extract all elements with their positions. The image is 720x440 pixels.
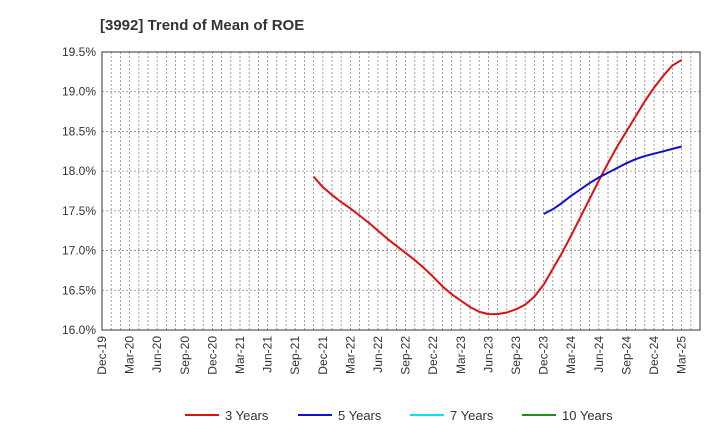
y-tick-label: 18.5% xyxy=(62,124,96,138)
y-tick-label: 16.5% xyxy=(62,283,96,297)
legend: 3 Years 5 Years 7 Years 10 Years xyxy=(185,408,613,423)
x-tick-label: Jun-23 xyxy=(481,336,495,373)
x-tick-label: Sep-24 xyxy=(619,336,633,375)
legend-label: 3 Years xyxy=(225,408,269,423)
y-tick-label: 19.0% xyxy=(62,85,96,99)
x-tick-label: Sep-21 xyxy=(288,336,302,375)
x-tick-label: Jun-24 xyxy=(592,336,606,373)
series-lines xyxy=(312,59,683,316)
x-tick-label: Mar-20 xyxy=(123,336,137,374)
y-tick-label: 17.5% xyxy=(62,204,96,218)
legend-label: 5 Years xyxy=(338,408,382,423)
y-tick-label: 17.0% xyxy=(62,244,96,258)
x-tick-label: Mar-21 xyxy=(233,336,247,374)
x-tick-label: Dec-22 xyxy=(426,336,440,375)
y-axis-tick-labels: 16.0% 16.5% 17.0% 17.5% 18.0% 18.5% 19.0% 19.5% xyxy=(62,45,96,337)
x-tick-label: Jun-20 xyxy=(150,336,164,373)
legend-label: 7 Years xyxy=(450,408,494,423)
x-tick-label: Mar-24 xyxy=(564,336,578,374)
x-tick-label: Sep-23 xyxy=(509,336,523,375)
x-tick-label: Dec-23 xyxy=(537,336,551,375)
grid xyxy=(101,51,701,331)
plot-area xyxy=(102,52,700,330)
x-tick-label: Dec-21 xyxy=(316,336,330,375)
x-tick-label: Sep-22 xyxy=(399,336,413,375)
x-tick-label: Dec-24 xyxy=(647,336,661,375)
y-tick-label: 18.0% xyxy=(62,164,96,178)
series-line-2 xyxy=(543,145,682,215)
legend-label: 10 Years xyxy=(562,408,613,423)
x-axis-tick-labels: Dec-19 Mar-20 Jun-20 Sep-20 Dec-20 Mar-21 Jun-… xyxy=(95,336,689,375)
x-tick-label: Mar-25 xyxy=(675,336,689,374)
axes xyxy=(101,51,701,331)
x-tick-label: Dec-20 xyxy=(205,336,219,375)
x-tick-label: Jun-22 xyxy=(371,336,385,373)
x-tick-label: Dec-19 xyxy=(95,336,109,375)
plot-border xyxy=(101,51,701,331)
series-line-1 xyxy=(312,59,683,316)
x-tick-label: Mar-23 xyxy=(454,336,468,374)
x-tick-label: Mar-22 xyxy=(343,336,357,374)
y-tick-label: 19.5% xyxy=(62,45,96,59)
chart-title: [3992] Trend of Mean of ROE xyxy=(100,17,304,34)
y-tick-label: 16.0% xyxy=(62,323,96,337)
x-tick-label: Jun-21 xyxy=(261,336,275,373)
x-tick-label: Sep-20 xyxy=(178,336,192,375)
